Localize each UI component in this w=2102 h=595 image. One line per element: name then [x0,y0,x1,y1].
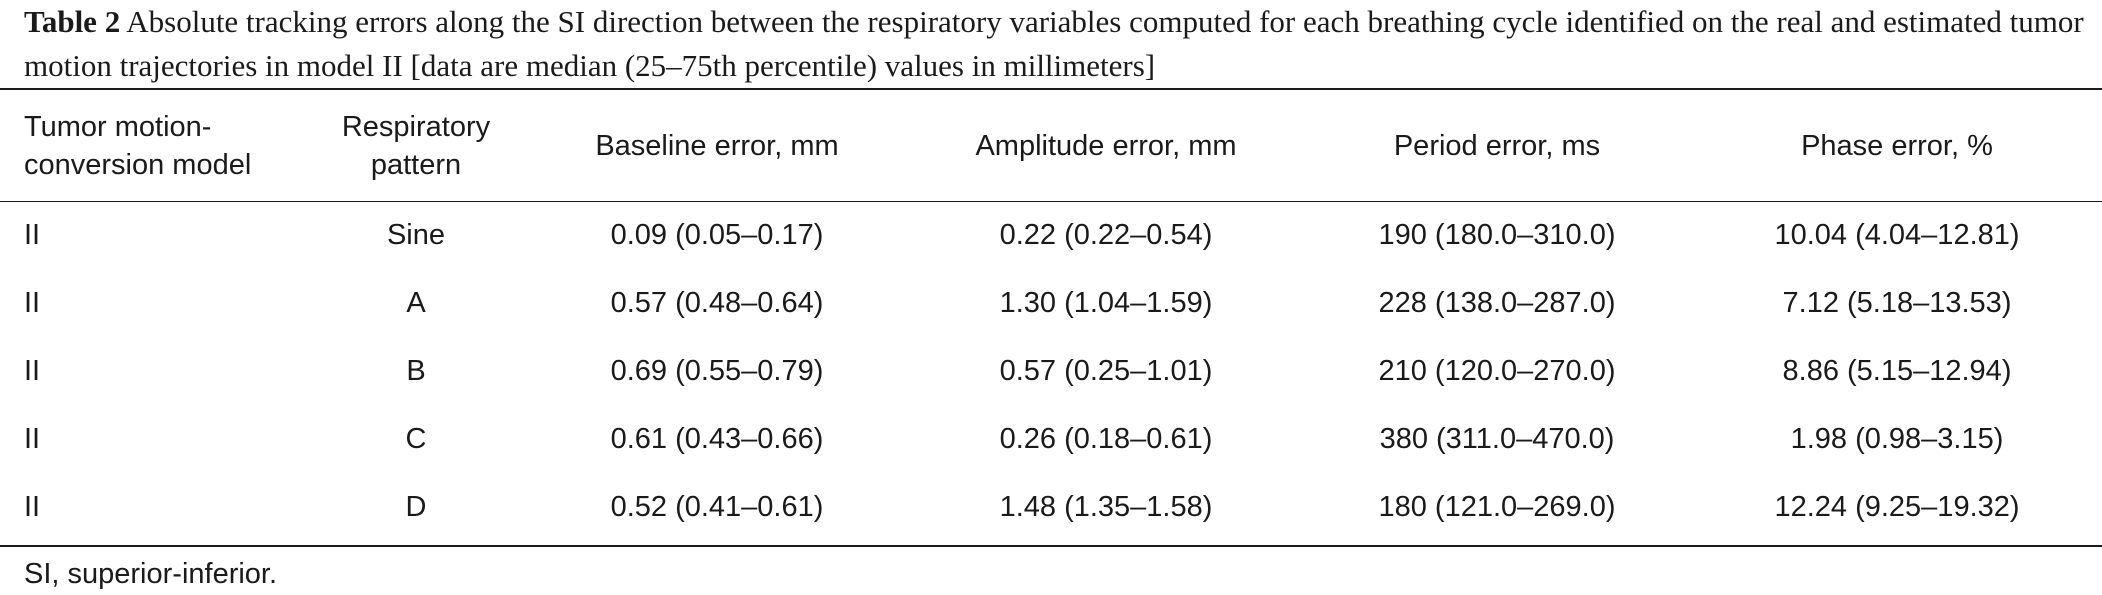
cell-phase: 1.98 (0.98–3.15) [1790,422,2004,455]
table-row: II A 0.57 (0.48–0.64) 1.30 (1.04–1.59) 2… [0,269,2102,337]
cell-pattern: A [406,286,426,319]
cell-amplitude: 1.30 (1.04–1.59) [999,286,1213,319]
cell-period: 190 (180.0–310.0) [1378,218,1616,251]
cell-phase: 8.86 (5.15–12.94) [1782,354,2012,387]
cell-model: II [24,218,41,251]
cell-phase: 7.12 (5.18–13.53) [1782,286,2012,319]
cell-model: II [24,286,41,319]
column-header-pattern: Respiratory pattern [341,110,491,181]
cell-amplitude: 0.57 (0.25–1.01) [999,354,1213,387]
cell-baseline: 0.09 (0.05–0.17) [610,218,824,251]
cell-amplitude: 0.26 (0.18–0.61) [999,422,1213,455]
cell-period: 180 (121.0–269.0) [1378,490,1616,523]
tracking-errors-table: Tumor motion- conversion model Respirato… [0,90,2102,541]
column-header-baseline: Baseline error, mm [595,129,839,162]
cell-baseline: 0.69 (0.55–0.79) [610,354,824,387]
column-header-phase: Phase error, % [1801,129,1993,162]
cell-phase: 10.04 (4.04–12.81) [1774,218,2020,251]
column-header-amplitude: Amplitude error, mm [975,129,1237,162]
cell-model: II [24,354,41,387]
cell-amplitude: 0.22 (0.22–0.54) [999,218,1213,251]
cell-pattern: D [405,490,427,523]
table-caption: Table 2 Absolute tracking errors along t… [24,0,2094,88]
cell-pattern: B [406,354,426,387]
bottom-rule [0,545,2102,547]
cell-model: II [24,490,41,523]
cell-pattern: Sine [386,218,446,251]
cell-baseline: 0.52 (0.41–0.61) [610,490,824,523]
cell-period: 210 (120.0–270.0) [1378,354,1616,387]
caption-text: Absolute tracking errors along the SI di… [24,4,2084,83]
cell-pattern: C [405,422,427,455]
cell-period: 228 (138.0–287.0) [1378,286,1616,319]
table-footnote: SI, superior-inferior. [24,558,278,590]
cell-baseline: 0.61 (0.43–0.66) [610,422,824,455]
header-rule [0,201,2102,202]
cell-model: II [24,422,41,455]
cell-baseline: 0.57 (0.48–0.64) [610,286,824,319]
table-label: Table 2 [24,4,121,39]
cell-period: 380 (311.0–470.0) [1379,422,1615,455]
cell-phase: 12.24 (9.25–19.32) [1774,490,2020,523]
header-row: Tumor motion- conversion model Respirato… [0,90,2102,201]
table-row: II Sine 0.09 (0.05–0.17) 0.22 (0.22–0.54… [0,201,2102,269]
table-row: II D 0.52 (0.41–0.61) 1.48 (1.35–1.58) 1… [0,473,2102,541]
top-rule [0,88,2102,90]
table-row: II C 0.61 (0.43–0.66) 0.26 (0.18–0.61) 3… [0,405,2102,473]
cell-amplitude: 1.48 (1.35–1.58) [999,490,1213,523]
column-header-model: Tumor motion- conversion model [24,110,252,181]
column-header-period: Period error, ms [1393,129,1601,162]
table-row: II B 0.69 (0.55–0.79) 0.57 (0.25–1.01) 2… [0,337,2102,405]
